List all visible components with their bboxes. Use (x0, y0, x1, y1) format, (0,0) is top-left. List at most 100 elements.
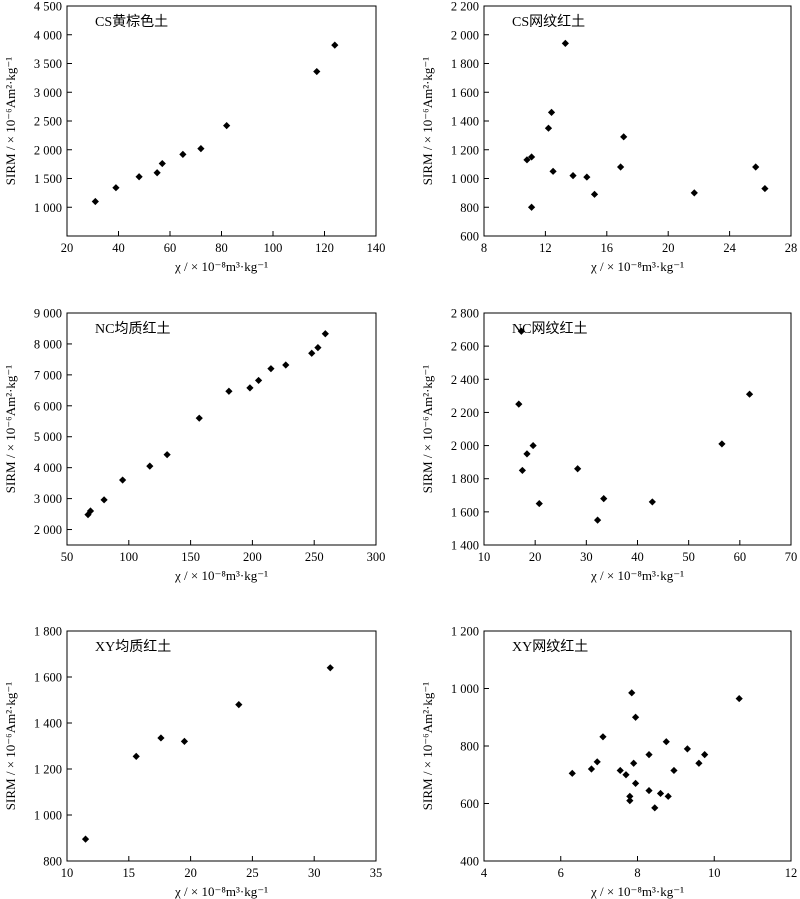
x-tick-label: 40 (631, 550, 644, 564)
data-point (547, 108, 556, 116)
data-point (529, 441, 537, 450)
data-point (626, 797, 634, 805)
x-tick-label: 120 (315, 241, 334, 255)
data-point (254, 376, 263, 385)
data-point (179, 150, 187, 158)
data-point (645, 786, 653, 795)
x-tick-label: 28 (785, 241, 798, 255)
y-tick-label: 800 (460, 740, 479, 754)
data-point (574, 465, 582, 473)
data-point (84, 511, 92, 519)
data-point (180, 737, 189, 745)
data-point (662, 738, 670, 746)
data-point (600, 495, 608, 503)
x-tick-label: 16 (601, 241, 614, 255)
data-point (518, 466, 526, 475)
x-tick-label: 8 (634, 866, 640, 880)
y-tick-label: 2 000 (451, 439, 479, 453)
data-point (616, 766, 624, 775)
data-point (81, 835, 90, 843)
data-point (599, 733, 607, 741)
x-tick-label: 150 (181, 550, 200, 564)
y-axis-label: SIRM / × 10⁻⁶Am²·kg⁻¹ (3, 682, 18, 810)
data-point (195, 414, 203, 422)
panel-title: NC均质红土 (95, 321, 170, 337)
x-tick-label: 70 (785, 550, 798, 564)
x-tick-label: 100 (119, 550, 138, 564)
data-point (517, 327, 525, 335)
y-tick-label: 9 000 (34, 307, 62, 321)
y-tick-label: 7 000 (34, 368, 62, 382)
plot-frame (66, 5, 377, 237)
y-tick-label: 2 500 (34, 115, 62, 129)
y-tick-label: 5 000 (34, 430, 62, 444)
data-point (622, 771, 630, 779)
panel-title: CS黄棕色土 (95, 13, 168, 30)
data-point (568, 769, 576, 777)
y-tick-label: 4 000 (34, 461, 62, 475)
data-point (515, 400, 523, 408)
data-point (326, 664, 334, 672)
y-tick-label: 1 200 (34, 763, 62, 777)
data-point (135, 173, 143, 181)
x-tick-label: 20 (529, 550, 542, 564)
data-point (119, 476, 127, 484)
y-tick-label: 2 600 (451, 340, 479, 354)
data-point (158, 159, 166, 168)
data-point (630, 759, 638, 767)
data-point (664, 792, 672, 800)
x-tick-label: 50 (682, 550, 695, 564)
y-tick-label: 3 000 (34, 492, 62, 506)
data-point (701, 751, 709, 759)
data-point (587, 765, 596, 773)
data-point (308, 349, 316, 357)
data-point (146, 462, 154, 470)
data-point (321, 330, 329, 338)
x-tick-label: 12 (539, 241, 552, 255)
y-axis-label: SIRM / × 10⁻⁶Am²·kg⁻¹ (420, 682, 435, 810)
plot-frame (66, 312, 377, 546)
y-tick-label: 800 (43, 855, 62, 869)
y-tick-label: 1 000 (451, 172, 479, 186)
scatter-panel-6: 4 6 8 10 12 400 600 800 1 000 1 200 XY网纹红土 χ / × 10… (420, 625, 797, 899)
y-tick-label: 1 800 (451, 57, 479, 71)
x-tick-label: 6 (558, 866, 564, 880)
data-point (656, 789, 665, 798)
data-point (91, 197, 99, 206)
data-point (527, 203, 536, 211)
x-axis-label: χ / × 10⁻⁸m³·kg⁻¹ (174, 568, 268, 583)
data-point (549, 167, 557, 175)
x-tick-label: 250 (305, 550, 324, 564)
x-tick-label: 8 (481, 241, 487, 255)
data-point (132, 752, 140, 760)
y-tick-label: 4 000 (34, 28, 62, 42)
x-tick-label: 50 (61, 550, 74, 564)
x-tick-label: 10 (61, 866, 74, 880)
scatter-panel-4: 10 20 30 40 50 60 70 1 400 1 600 1 800 2 000 2 200 2… (420, 307, 797, 584)
x-tick-label: 35 (370, 866, 383, 880)
x-tick-label: 30 (580, 550, 593, 564)
data-point (527, 153, 536, 161)
data-point (735, 694, 743, 703)
data-point (617, 163, 625, 171)
y-tick-label: 1 200 (451, 625, 479, 639)
y-tick-label: 4 500 (34, 0, 62, 14)
data-point (631, 713, 640, 721)
data-point (593, 758, 601, 766)
plot-frame (483, 630, 792, 862)
data-point (695, 759, 703, 767)
data-point (197, 145, 205, 153)
y-tick-label: 2 000 (34, 523, 62, 537)
y-axis-label: SIRM / × 10⁻⁶Am²·kg⁻¹ (420, 365, 435, 493)
x-tick-label: 24 (723, 241, 736, 255)
data-point (761, 184, 769, 193)
x-tick-label: 30 (308, 866, 321, 880)
data-point (535, 499, 543, 508)
x-axis-label: χ / × 10⁻⁸m³·kg⁻¹ (174, 884, 268, 899)
data-point (223, 122, 231, 130)
scatter-panel-3: 50 100 150 200 250 300 2 000 3 000 4 000 5 000 6 0… (3, 307, 385, 584)
scatter-panel-1: 20 40 60 80 100 120 140 1 000 1 500 2 000 2 500 3 0… (3, 0, 385, 274)
y-tick-label: 600 (460, 230, 479, 244)
data-point (645, 751, 653, 759)
